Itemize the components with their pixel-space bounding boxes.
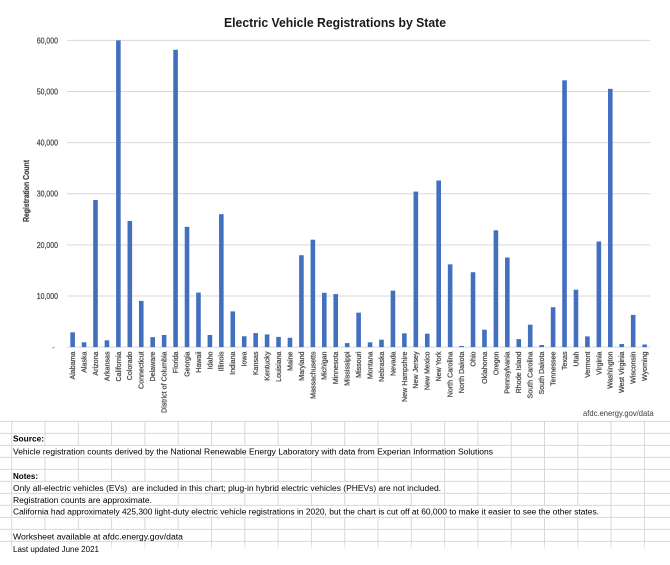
svg-text:50,000: 50,000 (37, 87, 58, 97)
svg-text:Alabama: Alabama (69, 351, 77, 379)
svg-text:Wyoming: Wyoming (641, 351, 649, 381)
svg-text:Michigan: Michigan (321, 351, 329, 379)
svg-text:40,000: 40,000 (37, 138, 58, 148)
svg-text:Registration counts are approx: Registration counts are approximate. (13, 496, 152, 505)
svg-text:Utah: Utah (572, 351, 580, 366)
svg-text:Nevada: Nevada (389, 351, 397, 376)
svg-text:Florida: Florida (172, 351, 180, 373)
svg-text:Alaska: Alaska (80, 351, 88, 372)
svg-text:New Hampshire: New Hampshire (401, 351, 409, 402)
svg-text:Ohio: Ohio (469, 351, 477, 366)
svg-text:Mississippi: Mississippi (344, 351, 352, 386)
svg-text:Oregon: Oregon (492, 351, 500, 375)
svg-text:New Jersey: New Jersey (412, 351, 420, 389)
svg-text:afdc.energy.gov/data: afdc.energy.gov/data (583, 408, 654, 418)
svg-text:Only all-electric vehicles (EV: Only all-electric vehicles (EVs) are inc… (13, 484, 441, 493)
svg-text:Tennessee: Tennessee (550, 351, 558, 385)
svg-text:Montana: Montana (366, 351, 374, 379)
svg-text:Wisconsin: Wisconsin (630, 351, 638, 383)
svg-text:20,000: 20,000 (37, 240, 58, 250)
svg-text:California: California (115, 351, 123, 381)
svg-text:Missouri: Missouri (355, 351, 363, 378)
svg-text:-: - (52, 342, 55, 352)
svg-text:Oklahoma: Oklahoma (481, 351, 489, 383)
svg-text:Colorado: Colorado (126, 351, 134, 380)
svg-text:30,000: 30,000 (37, 189, 58, 199)
svg-text:South Carolina: South Carolina (527, 351, 535, 398)
svg-text:Connecticut: Connecticut (138, 351, 146, 388)
svg-text:Minnesota: Minnesota (332, 351, 340, 384)
svg-text:Rhode Island: Rhode Island (515, 351, 523, 393)
svg-text:Virginia: Virginia (595, 351, 603, 375)
svg-text:Source:: Source: (13, 435, 44, 444)
svg-text:California had approximately 4: California had approximately 425,300 lig… (13, 507, 599, 516)
svg-text:Maine: Maine (286, 351, 294, 370)
svg-text:Hawaii: Hawaii (195, 351, 203, 373)
svg-text:Worksheet available at afdc.en: Worksheet available at afdc.energy.gov/d… (13, 533, 184, 542)
svg-text:North Carolina: North Carolina (447, 351, 455, 397)
svg-text:Texas: Texas (561, 351, 569, 370)
svg-text:Last updated June 2021: Last updated June 2021 (13, 545, 100, 554)
svg-text:Delaware: Delaware (149, 351, 157, 381)
svg-text:North Dakota: North Dakota (458, 351, 466, 393)
svg-text:Washington: Washington (607, 351, 615, 388)
svg-text:Registration Count: Registration Count (22, 160, 31, 222)
svg-text:Notes:: Notes: (13, 472, 38, 481)
svg-text:West Virginia: West Virginia (618, 351, 626, 393)
svg-text:Indiana: Indiana (229, 351, 237, 374)
svg-text:Massachusetts: Massachusetts (309, 351, 317, 399)
svg-text:Louisiana: Louisiana (275, 351, 283, 381)
svg-text:60,000: 60,000 (37, 35, 58, 45)
svg-text:District of Columbia: District of Columbia (161, 351, 169, 413)
svg-text:Maryland: Maryland (298, 351, 306, 380)
svg-text:10,000: 10,000 (37, 291, 58, 301)
svg-text:Pennsylvania: Pennsylvania (504, 351, 512, 393)
svg-text:Vehicle registration counts de: Vehicle registration counts derived by t… (13, 448, 493, 457)
svg-text:Arkansas: Arkansas (103, 351, 111, 381)
svg-text:Iowa: Iowa (241, 351, 249, 366)
svg-text:Electric Vehicle Registrations: Electric Vehicle Registrations by State (224, 15, 446, 30)
svg-text:Arizona: Arizona (92, 351, 100, 375)
svg-text:New York: New York (435, 351, 443, 381)
svg-text:Nebraska: Nebraska (378, 351, 386, 381)
svg-text:South Dakota: South Dakota (538, 351, 546, 394)
svg-text:Vermont: Vermont (584, 351, 592, 377)
svg-text:Idaho: Idaho (206, 351, 214, 369)
svg-text:Kansas: Kansas (252, 351, 260, 375)
svg-text:New Mexico: New Mexico (424, 351, 432, 390)
svg-text:Illinois: Illinois (218, 351, 226, 371)
svg-text:Kentucky: Kentucky (264, 351, 272, 381)
svg-text:Georgia: Georgia (183, 351, 191, 376)
